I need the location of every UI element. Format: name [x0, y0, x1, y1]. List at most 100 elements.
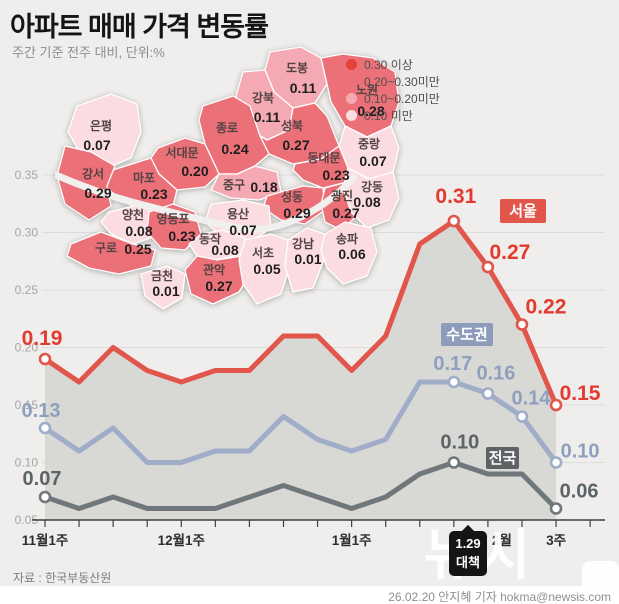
chart-line: [42, 460, 559, 511]
chart-marker: [447, 456, 461, 469]
map-district-region: [67, 93, 142, 169]
y-tick-label: 0.20: [15, 341, 39, 355]
chart-value-label: 0.13: [22, 400, 61, 422]
map-district-value: 0.08: [125, 223, 152, 239]
series-badge: [500, 199, 546, 223]
map-district-region: [259, 102, 340, 165]
chart-value-label: 0.22: [526, 296, 567, 319]
policy-line2: 대책: [456, 555, 480, 570]
map-district-region: [56, 145, 116, 221]
map-color-legend: 0.30 이상 0.20~0.30미만 0.10~0.20미만 0.10 미만: [346, 56, 440, 124]
map-district-name: 종로: [216, 121, 238, 135]
map-district-value: 0.08: [353, 194, 380, 210]
page-subtitle: 주간 기준 전주 대비, 단위:%: [12, 45, 165, 60]
chart-value-label: 0.27: [489, 241, 530, 264]
area-fill: [45, 221, 557, 520]
y-tick-label: 0.15: [15, 398, 39, 412]
map-district-region: [320, 221, 378, 285]
chart-value-label: 0.07: [23, 468, 62, 490]
legend-label: 0.30 이상: [364, 58, 413, 72]
y-tick-label: 0.35: [15, 168, 39, 182]
map-district-value: 0.27: [282, 137, 309, 153]
map-district-region: [66, 231, 156, 275]
map-district-name: 동대문: [307, 151, 340, 165]
map-district-name: 영등포: [156, 211, 189, 226]
series-badge-label: 전국: [489, 450, 517, 467]
legend-dot-icon: [346, 93, 357, 104]
map-district-value: 0.29: [283, 205, 310, 221]
map-district-value: 0.27: [205, 278, 232, 294]
legend-row: 0.10 미만: [346, 107, 440, 124]
byline: 26.02.20 안지혜 기자 hokma@newsis.com: [388, 590, 611, 604]
legend-dot-icon: [346, 110, 357, 121]
chart-value-label: 0.31: [435, 185, 476, 208]
map-district-value: 0.11: [254, 109, 281, 125]
chart-value-label: 0.19: [22, 327, 63, 350]
legend-label: 0.10 미만: [364, 109, 413, 123]
map-district-value: 0.29: [84, 185, 111, 201]
map-district-name: 마포: [133, 170, 155, 185]
map-district-name: 성북: [281, 119, 303, 133]
chart-marker: [38, 421, 52, 435]
map-district-name: 중구: [223, 178, 245, 192]
y-tick-label: 0.10: [15, 456, 39, 470]
map-district-value: 0.07: [229, 222, 256, 238]
chart-marker: [447, 375, 461, 389]
map-district-name: 강동: [361, 180, 383, 194]
map-district-value: 0.01: [294, 251, 321, 267]
source-note: 자료 : 한국부동산원: [13, 571, 112, 585]
map-district-value: 0.06: [338, 246, 365, 262]
x-tick-label: 2월: [492, 532, 512, 548]
legend-dot-icon: [346, 76, 357, 87]
y-tick-label: 0.05: [15, 513, 39, 527]
map-district-value: 0.25: [124, 241, 151, 257]
map-district-value: 0.28: [357, 103, 384, 119]
series-badge: [486, 447, 519, 469]
map-district-name: 강남: [292, 236, 314, 251]
map-district-name: 중랑: [358, 137, 380, 151]
map-district-name: 금천: [151, 268, 173, 283]
chart-value-label: 0.16: [476, 363, 515, 385]
map-district-name: 용산: [227, 206, 249, 221]
chart-marker: [549, 398, 563, 412]
map-district-value: 0.07: [83, 137, 110, 153]
map-district-value: 0.11: [290, 80, 317, 96]
map-district-name: 송파: [336, 231, 358, 246]
seoul-district-map: 도봉 0.11 강북 0.11 노원 0.28 중랑 0.07 은평 0.07 성북 0.27 종로 0.…: [55, 46, 400, 310]
chart-marker: [549, 502, 563, 515]
map-district-region: [238, 233, 291, 305]
policy-annotation-box: 1.29 대책: [449, 531, 487, 576]
map-district-name: 광진: [331, 188, 353, 203]
map-district-name: 노원: [356, 83, 378, 97]
chart-marker: [447, 214, 461, 228]
chart-marker: [481, 387, 495, 400]
map-district-value: 0.24: [221, 141, 248, 157]
map-district-name: 서초: [252, 245, 274, 260]
chart-value-label: 0.10: [561, 441, 600, 463]
chart-marker: [481, 260, 495, 274]
series-badge: [441, 323, 493, 346]
y-tick-label: 0.25: [15, 283, 39, 297]
chart-value-label: 0.10: [440, 432, 479, 454]
legend-row: 0.10~0.20미만: [346, 90, 440, 107]
map-district-value: 0.01: [152, 283, 179, 299]
legend-label: 0.20~0.30미만: [364, 75, 440, 89]
bottom-strip: [0, 586, 619, 604]
map-district-name: 강북: [252, 91, 274, 105]
map-district-name: 구로: [95, 241, 117, 255]
map-district-region: [284, 227, 326, 293]
map-district-name: 동작: [199, 231, 221, 246]
page-title: 아파트 매매 가격 변동률: [10, 12, 269, 42]
chart-line: [42, 379, 559, 465]
map-district-name: 양천: [122, 207, 144, 222]
han-river: [55, 170, 357, 233]
policy-line1: 1.29: [455, 536, 481, 551]
map-district-value: 0.05: [253, 261, 280, 277]
chart-value-label: 0.15: [560, 382, 601, 405]
map-district-name: 성동: [281, 190, 303, 204]
map-district-value: 0.23: [168, 228, 195, 244]
series-badge-label: 서울: [509, 203, 537, 220]
map-district-value: 0.23: [140, 186, 167, 202]
